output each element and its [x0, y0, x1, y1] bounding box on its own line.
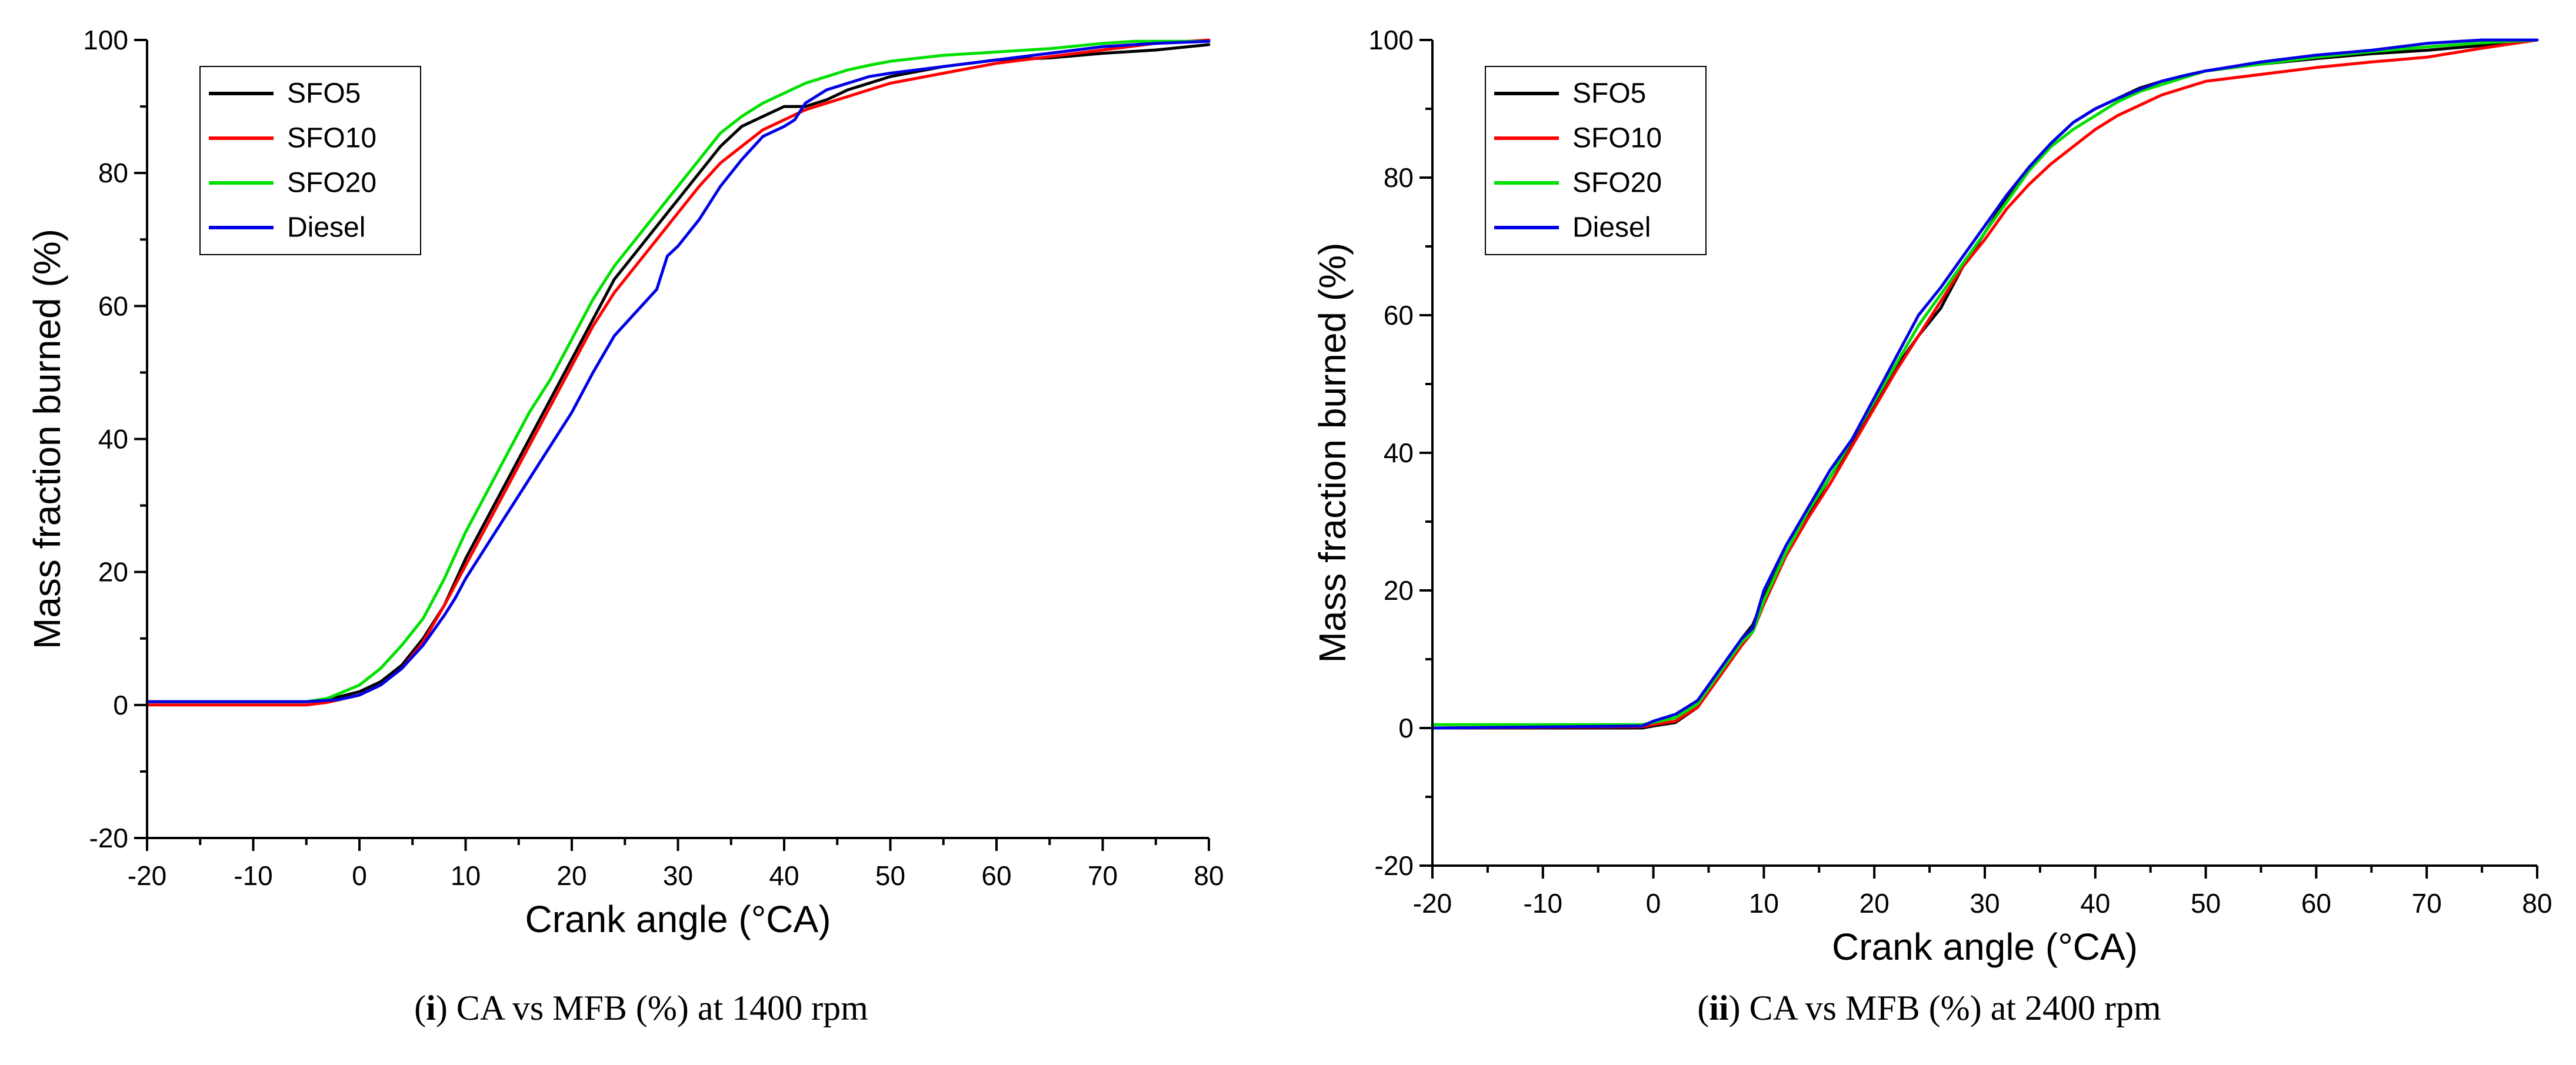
series-line-diesel [145, 39, 1211, 703]
y-tick-label: 60 [98, 291, 128, 321]
y-tick-label: 80 [1384, 162, 1414, 193]
y-tick-label: 0 [113, 690, 128, 720]
x-tick-label: 30 [1970, 888, 2000, 919]
x-tick-label: 70 [2412, 888, 2442, 919]
x-tick-label: 30 [663, 860, 693, 891]
x-tick-label: 50 [875, 860, 905, 891]
y-tick-label: 60 [1384, 300, 1414, 330]
y-tick-label: 100 [1368, 25, 1414, 55]
caption-num: ii [1709, 989, 1729, 1027]
x-tick-label: 50 [2191, 888, 2221, 919]
x-tick-label: 0 [1646, 888, 1661, 919]
legend-label-sfo20: SFO20 [1572, 168, 1662, 199]
y-tick-label: -20 [89, 823, 128, 853]
x-tick-label: 80 [1194, 860, 1224, 891]
x-tick-label: 60 [981, 860, 1011, 891]
y-axis-title: Mass fraction burned (%) [26, 229, 68, 649]
x-tick-label: 40 [769, 860, 799, 891]
x-tick-label: 10 [1749, 888, 1779, 919]
legend-label-sfo10: SFO10 [287, 123, 376, 154]
x-tick-label: 60 [2301, 888, 2331, 919]
legend-label-diesel: Diesel [287, 212, 365, 243]
y-tick-label: 0 [1398, 713, 1414, 743]
x-tick-label: 20 [556, 860, 586, 891]
y-axis-title: Mass fraction burned (%) [1311, 243, 1354, 663]
series-line-sfo10 [1431, 38, 2539, 730]
chart-2400rpm: -20 0 20 40 60 80 100 -20 -10 0 10 20 30 40 50 60 70 80 Cr… [1311, 25, 2552, 968]
series-line-sfo10 [145, 38, 1211, 707]
x-tick-label: -20 [1413, 888, 1452, 919]
y-tick-label: 80 [98, 158, 128, 188]
caption-2400rpm: (ii) CA vs MFB (%) at 2400 rpm [1697, 989, 2161, 1027]
series-line-sfo20 [145, 39, 1211, 703]
series-line-sfo5 [145, 43, 1211, 703]
x-axis-title: Crank angle (°CA) [1832, 926, 2138, 968]
legend-label-diesel: Diesel [1572, 212, 1651, 243]
x-tick-label: -20 [128, 860, 166, 891]
legend-box [1485, 66, 1707, 255]
x-tick-label: -10 [234, 860, 272, 891]
legend-box [199, 66, 421, 255]
y-tick-label: 20 [98, 557, 128, 587]
caption-text: CA vs MFB (%) at 2400 rpm [1749, 989, 2161, 1027]
y-tick-label: 40 [1384, 438, 1414, 468]
x-tick-label: 80 [2522, 888, 2552, 919]
x-tick-label: 40 [2080, 888, 2110, 919]
chart-1400rpm: -20 0 20 40 60 80 100 -20 -10 0 10 20 30 40 50 60 70 80 Cr… [26, 25, 1224, 940]
legend-label-sfo5: SFO5 [1572, 78, 1646, 109]
caption-num: i [426, 989, 436, 1027]
y-tick-label: 100 [83, 25, 128, 55]
x-axis-title: Crank angle (°CA) [525, 898, 831, 940]
legend-label-sfo20: SFO20 [287, 168, 376, 199]
legend-label-sfo10: SFO10 [1572, 123, 1662, 154]
x-tick-label: 70 [1088, 860, 1118, 891]
y-tick-label: -20 [1375, 850, 1414, 881]
x-tick-label: 0 [352, 860, 367, 891]
legend-label-sfo5: SFO5 [287, 78, 361, 109]
caption-1400rpm: (i) CA vs MFB (%) at 1400 rpm [414, 989, 868, 1027]
series-line-diesel [1431, 38, 2539, 730]
x-tick-label: 20 [1859, 888, 1889, 919]
x-tick-label: 10 [451, 860, 481, 891]
y-tick-label: 40 [98, 424, 128, 455]
x-tick-label: -10 [1524, 888, 1562, 919]
y-tick-label: 20 [1384, 575, 1414, 606]
caption-text: CA vs MFB (%) at 1400 rpm [456, 989, 868, 1027]
